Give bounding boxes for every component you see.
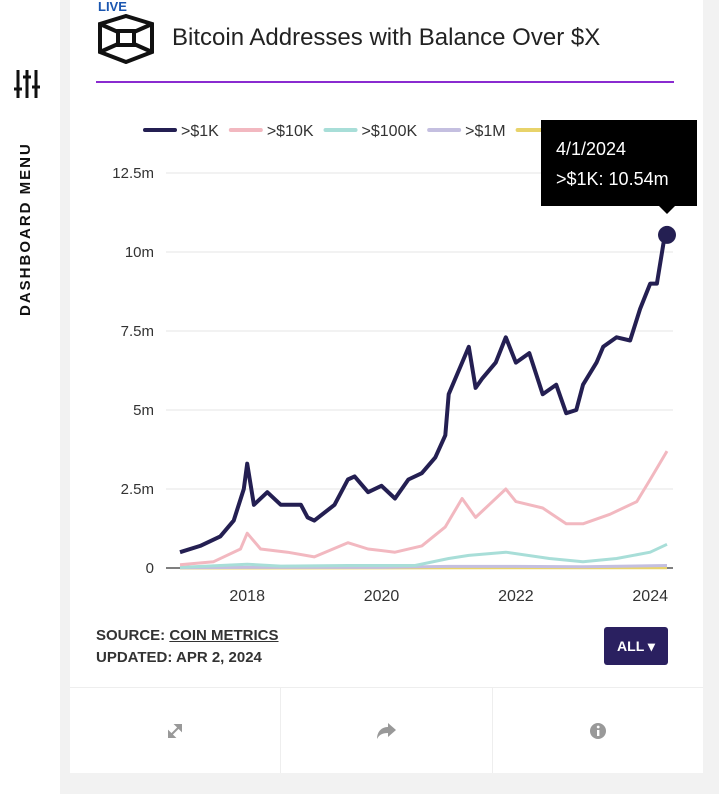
x-tick-label: 2022 [498,588,534,605]
cube-logo [98,14,154,64]
series-line [179,234,669,555]
y-tick-label: 5m [133,402,154,419]
x-tick-label: 2018 [229,588,265,605]
info-button[interactable] [493,688,703,773]
chart-card: Bitcoin Addresses with Balance Over $X 0… [70,14,703,773]
top-bar: LIVE [70,0,703,14]
share-icon [377,722,397,739]
updated-label: UPDATED: APR 2, 2024 [96,649,262,666]
y-tick-label: 2.5m [121,481,154,498]
action-bar [70,687,703,773]
tooltip-pointer [659,206,675,214]
range-dropdown-button[interactable]: ALL ▾ [604,627,668,665]
chart-title: Bitcoin Addresses with Balance Over $X [172,24,601,51]
dashboard-menu-label[interactable]: DASHBOARD MENU [17,142,34,316]
share-button[interactable] [281,688,493,773]
expand-button[interactable] [70,688,282,773]
series-line [179,450,669,567]
tooltip-date: 4/1/2024 [556,139,626,159]
y-tick-label: 0 [146,560,154,577]
info-icon [589,722,606,739]
legend-label: >$1M [465,123,505,140]
x-tick-label: 2024 [632,588,668,605]
legend-label: >$10K [267,123,314,140]
legend-label: >$1K [181,123,219,140]
tooltip-box [541,120,697,206]
line-chart[interactable]: 0 2.5m 5m 7.5m 10m 12.5m 2018 2020 2022 2024 >$1K >… [70,14,703,614]
tooltip-value: >$1K: 10.54m [556,169,669,189]
live-label: LIVE [98,0,127,14]
title-divider [96,81,674,83]
y-tick-label: 10m [125,244,154,261]
hover-point [658,225,676,244]
chart-footer: SOURCE: COIN METRICS UPDATED: APR 2, 202… [96,625,279,669]
source-prefix: SOURCE: [96,627,170,644]
x-tick-label: 2020 [364,588,400,605]
legend-label: >$100K [362,123,418,140]
sliders-icon[interactable] [14,70,40,98]
series-line [179,542,668,569]
dashboard-sidebar[interactable]: DASHBOARD MENU [0,0,60,794]
expand-icon [168,723,183,738]
y-tick-label: 7.5m [121,323,154,340]
series-line [179,564,668,570]
source-link[interactable]: COIN METRICS [169,627,279,644]
y-tick-label: 12.5m [112,165,154,182]
